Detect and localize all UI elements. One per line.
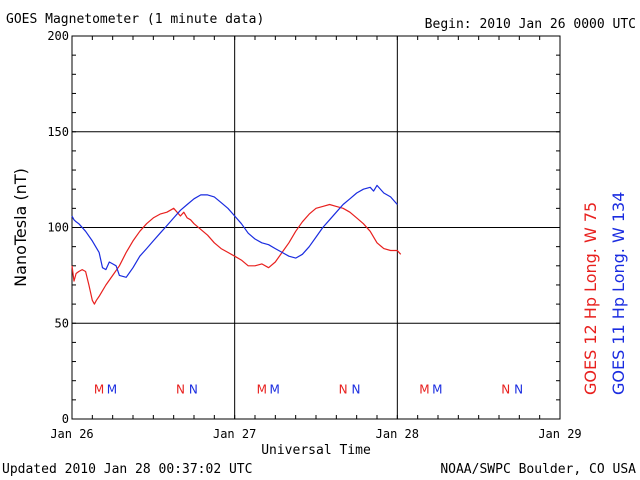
y-axis-ticks: 0 50 100 150 200: [47, 29, 69, 426]
marker-label: M: [257, 382, 267, 396]
x-axis-label: Universal Time: [261, 443, 371, 458]
marker-label: M: [107, 382, 117, 396]
credit-label: NOAA/SWPC Boulder, CO USA: [440, 462, 636, 477]
marker-label: M: [269, 382, 279, 396]
updated-timestamp: Updated 2010 Jan 28 00:37:02 UTC: [2, 462, 252, 477]
marker-label: N: [351, 382, 360, 396]
y-tick-label: 100: [47, 221, 69, 235]
marker-label: M: [419, 382, 429, 396]
series-line: [71, 203, 402, 305]
y-axis-label: NanoTesla (nT): [11, 168, 30, 287]
series-line: [71, 184, 398, 278]
satellite-label: GOES 11 Hp Long. W 134: [609, 192, 628, 395]
grid-lines: [71, 35, 561, 420]
marker-label: N: [176, 382, 185, 396]
x-tick-label: Jan 29: [538, 427, 581, 441]
marker-label: M: [432, 382, 442, 396]
satellite-label: GOES 12 Hp Long. W 75: [581, 202, 600, 395]
y-tick-label: 50: [55, 316, 69, 330]
satellite-legend: GOES 12 Hp Long. W 75 GOES 11 Hp Long. W …: [581, 192, 628, 395]
marker-label: M: [94, 382, 104, 396]
chart-title: GOES Magnetometer (1 minute data): [6, 12, 264, 27]
x-tick-label: Jan 26: [50, 427, 93, 441]
y-tick-label: 150: [47, 125, 69, 139]
y-tick-label: 0: [62, 412, 69, 426]
begin-date-label: Begin: 2010 Jan 26 0000 UTC: [425, 17, 636, 32]
data-series: [71, 184, 402, 305]
y-tick-label: 200: [47, 29, 69, 43]
x-tick-label: Jan 27: [213, 427, 256, 441]
marker-label: N: [514, 382, 523, 396]
marker-label: N: [339, 382, 348, 396]
x-tick-label: Jan 28: [376, 427, 419, 441]
marker-label: N: [189, 382, 198, 396]
marker-label: N: [501, 382, 510, 396]
x-axis-ticks: Jan 26 Jan 27 Jan 28 Jan 29: [50, 427, 581, 441]
